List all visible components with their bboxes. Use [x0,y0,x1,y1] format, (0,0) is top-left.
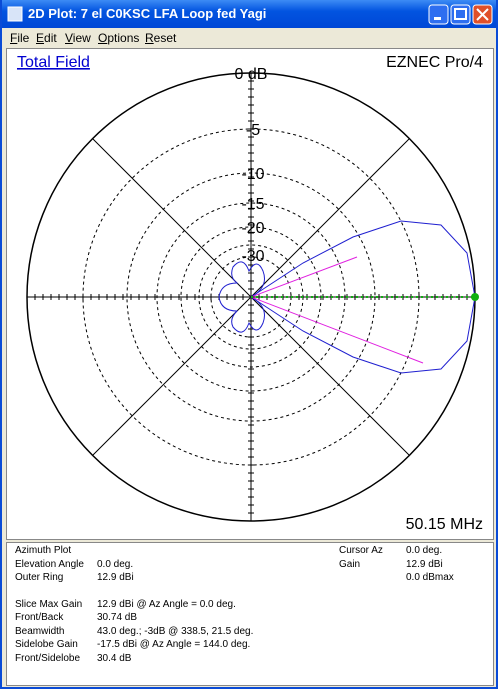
ring-label: -10 [241,166,264,183]
frequency: 50.15 MHz [406,516,483,533]
info-label: Front/Back [15,612,64,623]
info-value: -17.5 dBi @ Az Angle = 144.0 deg. [97,639,251,650]
cursor-point[interactable] [471,293,479,301]
beamwidth-line [250,296,424,364]
ring-label: -5 [246,122,260,139]
info-value: 12.9 dBi @ Az Angle = 0.0 deg. [97,599,236,610]
minimize-button[interactable] [428,4,449,25]
minimize-glyph [434,17,441,20]
info-value: 0.0 deg. [406,545,443,556]
window-title: 2D Plot: 7 el C0KSC LFA Loop fed Yagi [28,6,267,21]
info-label: Front/Sidelobe [15,653,81,664]
maximize-button[interactable] [450,4,471,25]
menu-bar: File Edit View Options Reset [2,28,496,47]
field-label: Total Field [17,54,90,71]
info-value: 12.9 dBi [406,559,443,570]
menu-item[interactable]: View [65,31,91,45]
program-name: EZNEC Pro/4 [386,54,483,71]
info-value: 0.0 deg. [97,559,134,570]
back-lobes [218,261,265,333]
menu-item[interactable]: Reset [145,31,177,45]
menu-item[interactable]: Options [98,31,140,45]
spoke [250,138,410,298]
polar-plot: Total Field EZNEC Pro/4 50.15 MHz 0 dB -… [17,54,483,533]
info-label: Elevation Angle [15,559,84,570]
info-label: Sidelobe Gain [15,639,78,650]
info-label: Outer Ring [15,572,64,583]
spoke [250,296,410,456]
plot-kind: Azimuth Plot [15,545,72,556]
ring-label: -15 [241,196,264,213]
spoke [92,138,252,298]
plot-area: Total Field EZNEC Pro/4 50.15 MHz 0 dB -… [6,48,494,540]
title-bar: 2D Plot: 7 el C0KSC LFA Loop fed Yagi [2,0,496,28]
info-label: Beamwidth [15,626,65,637]
app-icon [7,6,23,22]
title-icons [7,4,493,25]
ring-label: -30 [241,248,264,265]
info-value: 0.0 dBmax [406,572,454,583]
beamwidth-line [250,256,358,298]
ring-label: 0 dB [235,66,268,83]
maximize-glyph [454,8,467,20]
info-label: Slice Max Gain [15,599,83,610]
ring-label: -20 [241,220,264,237]
menu-item[interactable]: File [10,31,30,45]
info-label: Gain [339,559,361,570]
info-value: 30.74 dB [97,612,138,623]
info-value: 43.0 deg.; -3dB @ 338.5, 21.5 deg. [97,626,254,637]
menu-item[interactable]: Edit [36,31,57,45]
spoke [92,296,252,456]
info-label: Cursor Az [339,545,383,556]
info-value: 12.9 dBi [97,572,134,583]
info-value: 30.4 dB [97,653,132,664]
info-panel: Azimuth Plot Elevation Angle 0.0 deg. Ou… [6,542,494,686]
close-glyph [476,8,489,21]
